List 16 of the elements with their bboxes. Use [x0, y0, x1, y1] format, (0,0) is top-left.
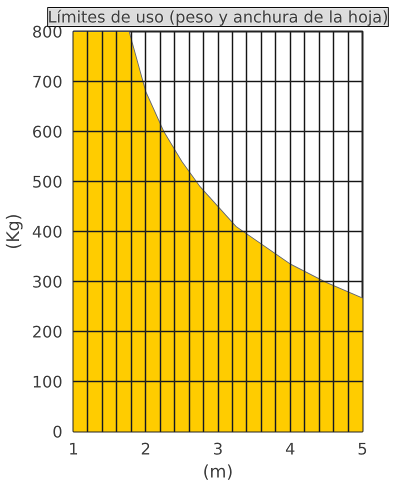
- x-tick-label: 4: [285, 440, 296, 458]
- chart-title: Límites de uso (peso y anchura de la hoja): [48, 8, 388, 26]
- x-tick-label: 1: [68, 440, 79, 458]
- x-tick-label: 2: [140, 440, 151, 458]
- x-axis-title: (m): [202, 462, 234, 482]
- y-tick-label: 100: [32, 372, 63, 392]
- y-tick-label: 300: [32, 272, 63, 292]
- y-tick-label: 700: [32, 72, 63, 92]
- y-tick-label: 600: [32, 122, 63, 142]
- y-tick-label: 500: [32, 172, 63, 192]
- x-tick-label: 3: [212, 440, 224, 458]
- y-tick-label: 0: [52, 422, 63, 442]
- x-tick-label: 5: [357, 440, 368, 458]
- y-axis-title: (Kg): [4, 214, 24, 250]
- y-tick-label: 200: [32, 322, 63, 342]
- y-tick-label: 400: [32, 222, 63, 242]
